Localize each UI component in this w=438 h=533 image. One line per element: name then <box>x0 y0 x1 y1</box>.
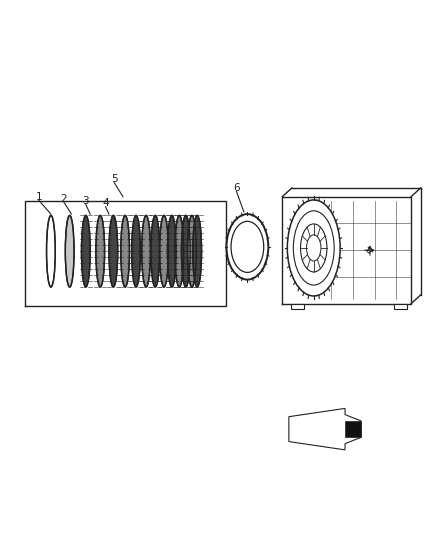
Text: 4: 4 <box>102 198 109 208</box>
Ellipse shape <box>187 215 196 287</box>
Ellipse shape <box>287 199 341 297</box>
Polygon shape <box>289 408 361 450</box>
Polygon shape <box>291 304 304 309</box>
Polygon shape <box>345 421 361 438</box>
Ellipse shape <box>132 215 141 287</box>
Text: 1: 1 <box>35 192 42 201</box>
Ellipse shape <box>151 215 159 287</box>
Polygon shape <box>394 304 407 309</box>
Ellipse shape <box>193 215 201 287</box>
Ellipse shape <box>175 215 184 287</box>
Ellipse shape <box>121 215 130 287</box>
Ellipse shape <box>181 215 190 287</box>
Text: 5: 5 <box>111 174 117 184</box>
Text: 3: 3 <box>82 196 89 206</box>
Ellipse shape <box>159 215 168 287</box>
Ellipse shape <box>96 215 105 287</box>
Text: 6: 6 <box>233 183 240 193</box>
Ellipse shape <box>109 215 118 287</box>
Ellipse shape <box>167 215 176 287</box>
Ellipse shape <box>81 215 90 287</box>
Text: 2: 2 <box>61 194 67 204</box>
Ellipse shape <box>142 215 150 287</box>
Ellipse shape <box>65 215 74 287</box>
